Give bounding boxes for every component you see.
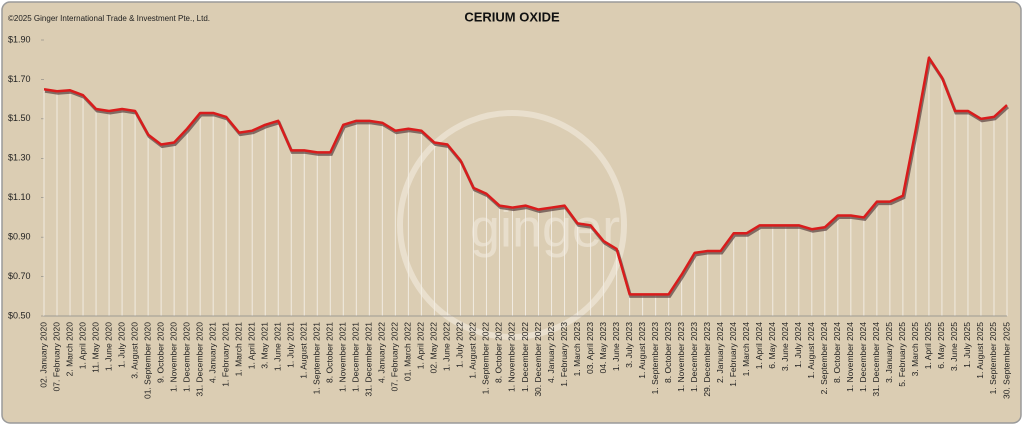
x-tick-label: 1. June 2021 [272,322,282,371]
y-tick-label: $0.70 [8,271,31,281]
x-tick-label: 6. May 2025 [936,322,946,369]
x-tick-label: 1. August 2023 [637,322,647,379]
x-tick-label: 1. July 2021 [286,322,296,368]
y-tick-label: $1.90 [8,34,31,44]
watermark: ginger [470,198,620,258]
watermark-ring [397,110,627,340]
x-tick-label: 1. September 2022 [481,322,491,395]
x-tick-label: 8. October 2023 [663,322,673,383]
x-tick-label: 4. January 2023 [546,322,556,383]
x-tick-label: 1. August 2024 [806,322,816,379]
x-tick-label: 1. December 2021 [351,322,361,392]
x-tick-label: 1. August 2021 [299,322,309,379]
x-tick-label: 30. September 2025 [1001,322,1011,399]
x-tick-label: 6. May 2024 [767,322,777,369]
x-tick-label: 1. April 2022 [416,322,426,370]
x-tick-label: 1. November 2021 [338,322,348,392]
x-tick-label: 3. January 2025 [884,322,894,383]
x-tick-label: 1. November 2022 [507,322,517,392]
x-tick-label: 1. June 2023 [611,322,621,371]
x-tick-label: 1. July 2024 [793,322,803,368]
x-tick-label: 2. March 2020 [64,322,74,377]
x-tick-label: 1. April 2021 [246,322,256,370]
x-tick-label: 1. February 2023 [559,322,569,387]
x-tick-label: 4. January 2021 [207,322,217,383]
x-tick-label: 3. June 2025 [949,322,959,371]
x-tick-label: 8. October 2022 [494,322,504,383]
x-tick-label: 9. October 2020 [155,322,165,383]
copyright: ©2025 Ginger International Trade & Inves… [8,14,210,23]
y-tick-label: $0.50 [8,310,31,320]
x-tick-label: 2. September 2024 [819,322,829,395]
x-tick-label: 29. December 2023 [702,322,712,397]
x-tick-label: 3. August 2020 [129,322,139,379]
x-tick-label: 02. January 2020 [38,322,48,388]
x-tick-label: 1. August 2025 [975,322,985,379]
x-tick-label: 1. November 2020 [168,322,178,392]
x-tick-label: 1. April 2024 [754,322,764,370]
x-tick-label: 3. March 2025 [910,322,920,377]
x-tick-label: 1. December 2020 [181,322,191,392]
x-tick-label: 1. November 2024 [845,322,855,392]
x-tick-label: 01. September 2020 [142,322,152,399]
line-shadow [44,55,1010,298]
x-tick-label: 1. April 2020 [77,322,87,370]
x-tick-label: 4. January 2022 [377,322,387,383]
y-tick-label: $1.70 [8,74,31,84]
line [43,56,1008,296]
x-tick-label: 1. December 2022 [520,322,530,392]
x-tick-label: 1. December 2023 [689,322,699,392]
x-tick-label: 1. September 2021 [312,322,322,395]
x-tick-label: 3. July 2023 [624,322,634,368]
x-tick-label: 1. March 2024 [741,322,751,377]
x-tick-label: 07. February 2022 [390,322,400,392]
x-tick-label: 11. May 2020 [90,322,100,373]
x-tick-label: 2. January 2024 [715,322,725,383]
x-tick-label: 30. December 2022 [533,322,543,397]
x-tick-label: 1. February 2024 [728,322,738,387]
x-tick-label: 1. November 2023 [676,322,686,392]
x-tick-label: 1. June 2022 [442,322,452,371]
x-tick-label: 1. June 2020 [103,322,113,371]
x-tick-label: 01. March 2022 [403,322,413,381]
x-tick-label: 1. March 2023 [572,322,582,377]
x-tick-label: 1. July 2022 [455,322,465,368]
x-tick-label: 07. February 2020 [51,322,61,392]
y-tick-label: $0.90 [8,232,31,242]
y-tick-label: $1.10 [8,192,31,202]
x-tick-label: 8. October 2021 [325,322,335,383]
x-tick-label: 04. May 2023 [598,322,608,374]
x-tick-label: 1. March 2021 [233,322,243,377]
x-tick-label: 5. February 2025 [897,322,907,387]
x-tick-label: 1. July 2020 [116,322,126,368]
y-tick-label: $1.50 [8,113,31,123]
x-tick-label: 1. February 2021 [220,322,230,387]
x-tick-label: 1. July 2025 [962,322,972,368]
x-tick-label: 31. December 2024 [871,322,881,397]
x-tick-label: 1. September 2023 [650,322,660,395]
x-tick-label: 31. December 2020 [194,322,204,397]
x-tick-label: 8. October 2024 [832,322,842,383]
x-tick-label: 1. December 2024 [858,322,868,392]
x-tick-label: 3. May 2021 [259,322,269,369]
x-tick-label: 03. April 2023 [585,322,595,374]
x-tick-label: 31. December 2021 [364,322,374,397]
x-tick-label: 1. April 2025 [923,322,933,370]
x-tick-label: 02. May 2022 [429,322,439,374]
chart-title: CERIUM OXIDE [464,9,560,24]
x-tick-label: 3. June 2024 [780,322,790,371]
x-tick-label: 1. September 2025 [988,322,998,395]
x-tick-label: 1. August 2022 [468,322,478,379]
y-tick-label: $1.30 [8,153,31,163]
